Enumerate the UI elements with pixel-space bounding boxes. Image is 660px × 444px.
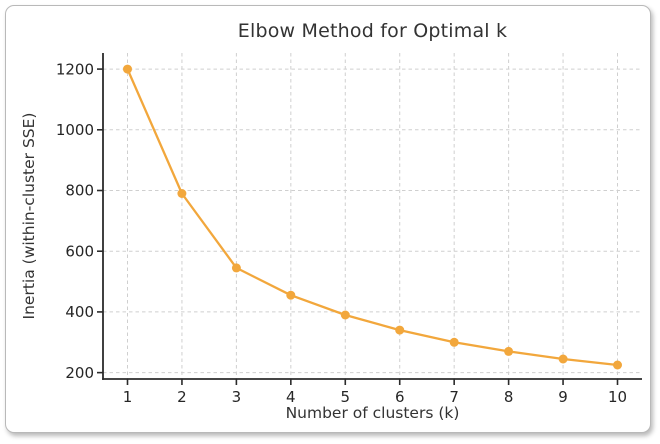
data-point-marker: [504, 346, 514, 356]
y-tick-label: 1000: [56, 121, 94, 139]
plot-card: [5, 5, 651, 433]
data-point-marker: [613, 360, 622, 370]
y-tick-label: 600: [65, 242, 94, 260]
chart-title: Elbow Method for Optimal k: [237, 20, 508, 42]
data-point-marker: [449, 337, 459, 347]
data-point-marker: [558, 354, 568, 364]
data-point-marker: [123, 64, 132, 74]
y-tick-label: 400: [65, 303, 94, 321]
x-tick-label: 2: [177, 388, 187, 406]
x-tick-label: 8: [504, 388, 514, 406]
x-tick-label: 5: [341, 388, 351, 406]
series-line: [126, 67, 619, 367]
x-tick-label: 1: [123, 388, 133, 406]
data-point-marker: [286, 290, 296, 300]
data-point-marker: [395, 325, 405, 335]
x-tick-label: 7: [449, 388, 459, 406]
x-tick-label: 4: [286, 388, 296, 406]
y-axis-label: Inertia (within-cluster SSE): [20, 112, 38, 320]
data-point-marker: [231, 263, 241, 273]
x-tick-label: 6: [395, 388, 405, 406]
x-tick-label: 3: [232, 388, 242, 406]
x-tick-label: 9: [558, 388, 568, 406]
y-tick-label: 200: [65, 364, 94, 382]
data-point-marker: [340, 310, 350, 320]
y-tick-label: 800: [65, 182, 94, 200]
x-axis-label: Number of clusters (k): [285, 404, 460, 422]
y-tick-label: 1200: [56, 60, 94, 78]
data-point-marker: [177, 189, 187, 198]
x-tick-label: 10: [608, 388, 627, 406]
